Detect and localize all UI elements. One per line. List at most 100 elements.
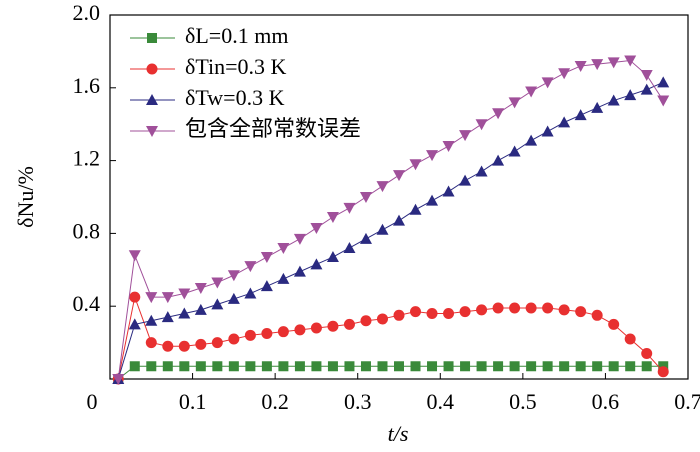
legend-marker [146, 63, 158, 75]
plot-frame [109, 14, 689, 380]
y-tick-label: 1.6 [73, 73, 101, 98]
data-point [310, 258, 323, 270]
x-tick-label: 0.3 [344, 389, 372, 414]
data-point [162, 340, 174, 352]
data-point [377, 361, 388, 372]
data-point [410, 306, 422, 318]
data-point [525, 302, 537, 314]
data-point [310, 322, 322, 334]
data-point [343, 202, 356, 214]
data-point [145, 292, 158, 304]
data-point [607, 94, 620, 106]
data-point [657, 95, 670, 107]
data-point [211, 277, 224, 289]
data-point [509, 302, 521, 314]
y-tick-label: 0.8 [73, 218, 101, 243]
data-point [294, 361, 305, 372]
data-point [195, 361, 206, 372]
x-tick-label: 0.1 [179, 389, 207, 414]
data-point [277, 242, 290, 254]
data-point [574, 109, 587, 121]
data-point [360, 315, 372, 327]
data-point [145, 314, 158, 326]
data-point [360, 361, 371, 372]
data-point [326, 251, 339, 263]
data-point [376, 313, 388, 325]
legend-label: δTw=0.3 K [185, 85, 285, 110]
data-point [409, 203, 422, 215]
x-tick-label: 0.7 [674, 389, 700, 414]
series-line [117, 295, 664, 380]
legend-marker [146, 94, 158, 105]
data-point [657, 76, 670, 88]
data-point [278, 361, 289, 372]
data-point [128, 318, 141, 330]
data-point [460, 361, 471, 372]
data-point [228, 361, 239, 372]
data-point [244, 261, 257, 273]
data-point [410, 361, 421, 372]
data-point [509, 361, 520, 372]
data-point [608, 361, 619, 372]
data-point [492, 108, 505, 120]
data-point [459, 174, 472, 186]
data-point [112, 374, 125, 385]
x-axis-label: t/s [388, 421, 409, 446]
data-point [178, 340, 190, 352]
data-point [327, 320, 339, 332]
data-point [326, 212, 339, 224]
data-point [244, 287, 257, 299]
data-point [591, 59, 604, 71]
data-point [624, 55, 637, 67]
data-point [211, 298, 224, 310]
data-point [541, 77, 554, 89]
data-point [178, 307, 191, 319]
x-tick-label: 0.5 [509, 389, 537, 414]
data-point [459, 306, 471, 318]
y-tick-label: 2.0 [73, 0, 101, 25]
data-point [427, 361, 438, 372]
data-point [194, 283, 207, 294]
data-point [277, 272, 290, 284]
data-point [442, 185, 455, 197]
data-point [475, 119, 488, 131]
data-point [575, 306, 587, 318]
data-point [178, 288, 191, 300]
data-point [327, 361, 338, 372]
data-point [624, 89, 637, 101]
legend-label: δTin=0.3 K [185, 54, 287, 79]
data-point [426, 194, 439, 206]
series-line [117, 81, 664, 380]
data-point [641, 361, 652, 372]
data-point [359, 192, 372, 203]
x-tick-label: 0.2 [261, 389, 289, 414]
y-tick-label: 1.2 [73, 146, 101, 171]
legend-label: δL=0.1 mm [185, 23, 288, 48]
data-point [245, 361, 256, 372]
data-point [194, 303, 207, 315]
data-point [625, 361, 636, 372]
data-point [211, 337, 223, 349]
data-point [592, 361, 603, 372]
data-point [574, 60, 587, 72]
data-point [260, 280, 273, 292]
data-point [542, 302, 554, 314]
data-point [227, 292, 240, 304]
data-point [260, 252, 273, 264]
data-point [426, 150, 439, 162]
data-point [409, 159, 422, 171]
data-point [426, 307, 438, 319]
data-point [311, 361, 322, 372]
data-point [129, 361, 140, 372]
data-point [195, 338, 207, 350]
data-point [443, 361, 454, 372]
data-point [608, 318, 620, 330]
legend-marker [147, 33, 157, 43]
data-point [376, 181, 389, 193]
data-point [146, 361, 157, 372]
data-point [508, 97, 521, 109]
data-point [559, 361, 570, 372]
data-point [394, 361, 404, 372]
data-point [310, 222, 323, 234]
